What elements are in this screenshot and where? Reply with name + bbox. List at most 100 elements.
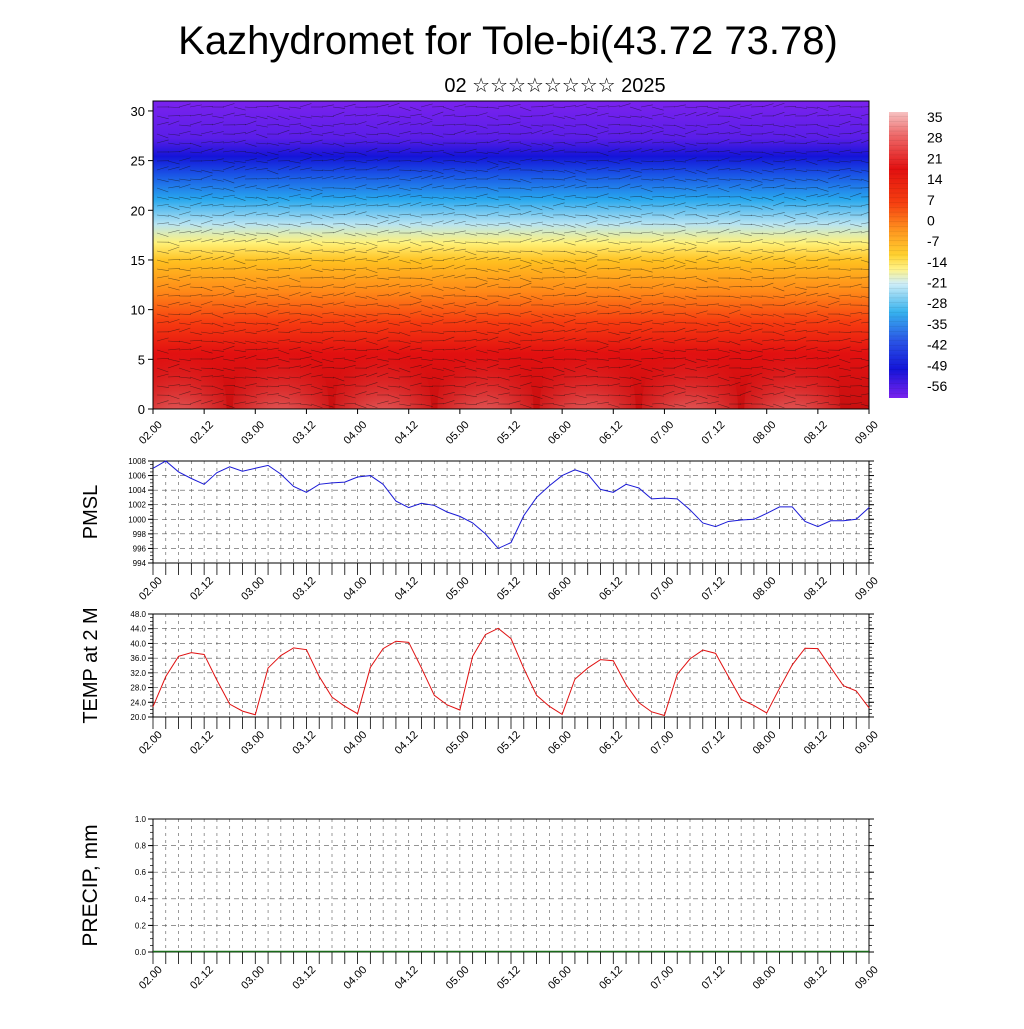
- xtick-label: 03.12: [290, 729, 318, 757]
- ytick-label: 996: [133, 544, 147, 553]
- data-point: [319, 484, 320, 485]
- xtick-label: 07.12: [699, 575, 727, 603]
- data-point: [690, 509, 691, 510]
- data-point: [600, 489, 601, 490]
- xtick-label: 07.12: [699, 729, 727, 757]
- ytick-label: 40.0: [130, 639, 146, 648]
- data-point: [754, 705, 755, 706]
- xtick-label: 07.00: [648, 964, 676, 992]
- data-point: [664, 498, 665, 499]
- heatmap-xtick-label: 06.12: [597, 419, 625, 447]
- data-point: [242, 471, 243, 472]
- data-point: [817, 526, 818, 527]
- data-point: [204, 484, 205, 485]
- heatmap-ytick-label: 10: [131, 303, 145, 318]
- ytick-label: 1006: [128, 472, 146, 481]
- ytick-label: 998: [133, 530, 147, 539]
- heatmap-xtick-label: 03.12: [290, 419, 318, 447]
- data-point: [498, 628, 499, 629]
- data-point: [613, 660, 614, 661]
- ytick-label: 44.0: [130, 625, 146, 634]
- heatmap-xtick-label: 07.00: [648, 419, 676, 447]
- heatmap-xtick-label: 07.12: [699, 419, 727, 447]
- colorbar-label: -49: [927, 357, 947, 373]
- xtick-label: 04.12: [393, 729, 421, 757]
- data-point: [523, 515, 524, 516]
- xtick-label: 09.00: [853, 964, 881, 992]
- heatmap-ytick-label: 20: [131, 203, 145, 218]
- data-point: [869, 707, 870, 708]
- xtick-label: 08.12: [802, 964, 830, 992]
- data-point: [779, 688, 780, 689]
- y-axis-label: PRECIP, mm: [79, 824, 102, 946]
- data-point: [459, 710, 460, 711]
- data-point: [165, 676, 166, 677]
- data-point: [869, 507, 870, 508]
- y-axis-label: TEMP at 2 M: [80, 607, 102, 723]
- data-point: [408, 642, 409, 643]
- ytick-label: 0.4: [135, 895, 147, 904]
- data-point: [217, 472, 218, 473]
- ytick-label: 1008: [128, 457, 146, 466]
- ytick-label: 1000: [128, 515, 146, 524]
- data-point: [575, 679, 576, 680]
- data-point: [843, 685, 844, 686]
- colorbar-label: -56: [927, 378, 947, 394]
- heatmap-xtick-label: 03.00: [239, 419, 267, 447]
- xtick-label: 02.12: [188, 964, 216, 992]
- xtick-label: 04.00: [341, 575, 369, 603]
- heatmap-xtick-label: 04.00: [341, 419, 369, 447]
- xtick-label: 03.12: [290, 964, 318, 992]
- data-point: [472, 656, 473, 657]
- data-point: [498, 548, 499, 549]
- ytick-label: 0.2: [135, 921, 147, 930]
- data-point: [217, 680, 218, 681]
- xtick-label: 02.00: [137, 575, 165, 603]
- data-point: [779, 507, 780, 508]
- data-point: [344, 482, 345, 483]
- data-point: [626, 684, 627, 685]
- data-point: [549, 706, 550, 707]
- data-point: [587, 668, 588, 669]
- ytick-label: 28.0: [130, 684, 146, 693]
- xtick-label: 04.12: [393, 575, 421, 603]
- data-point: [856, 690, 857, 691]
- data-point: [485, 533, 486, 534]
- data-point: [204, 654, 205, 655]
- data-point: [843, 520, 844, 521]
- ytick-label: 0.6: [135, 868, 147, 877]
- heatmap-ytick-label: 0: [138, 402, 145, 417]
- data-point: [856, 519, 857, 520]
- data-point: [728, 521, 729, 522]
- data-point: [383, 648, 384, 649]
- data-point: [229, 704, 230, 705]
- xtick-label: 05.12: [495, 964, 523, 992]
- data-point: [536, 695, 537, 696]
- data-point: [817, 648, 818, 649]
- data-point: [306, 649, 307, 650]
- data-point: [523, 668, 524, 669]
- xtick-label: 03.00: [239, 729, 267, 757]
- colorbar-label: 0: [927, 212, 935, 228]
- heatmap-xtick-label: 08.00: [751, 419, 779, 447]
- colorbar-label: -21: [927, 275, 947, 291]
- data-point: [651, 498, 652, 499]
- data-point: [792, 507, 793, 508]
- data-point: [830, 520, 831, 521]
- ytick-label: 20.0: [130, 713, 146, 722]
- data-point: [690, 658, 691, 659]
- heatmap-xtick-label: 06.00: [546, 419, 574, 447]
- heatmap-ytick-label: 25: [131, 154, 145, 169]
- xtick-label: 03.12: [290, 575, 318, 603]
- xtick-label: 05.00: [444, 729, 472, 757]
- data-point: [357, 477, 358, 478]
- xtick-label: 05.12: [495, 729, 523, 757]
- data-point: [421, 668, 422, 669]
- xtick-label: 04.00: [341, 729, 369, 757]
- data-point: [511, 638, 512, 639]
- data-point: [255, 468, 256, 469]
- data-point: [242, 711, 243, 712]
